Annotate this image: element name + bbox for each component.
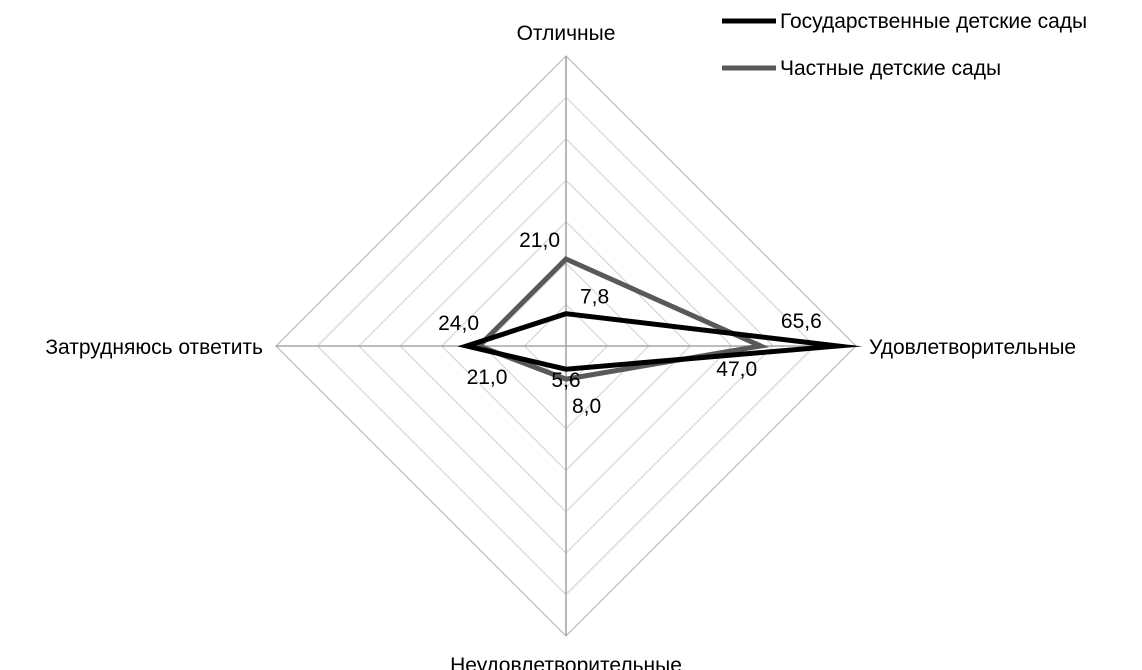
category-label: Отличные <box>517 22 616 45</box>
data-label: 8,0 <box>572 395 601 418</box>
data-label: 5,6 <box>551 369 580 392</box>
category-label: Удовлетворительные <box>869 336 1076 359</box>
radar-axes <box>276 56 856 636</box>
data-label: 24,0 <box>438 312 479 335</box>
data-label: 21,0 <box>467 366 508 389</box>
category-label: Затрудняюсь ответить <box>45 336 263 359</box>
data-label: 7,8 <box>580 286 609 309</box>
data-label: 47,0 <box>716 358 757 381</box>
series-line <box>457 311 863 372</box>
data-label: 65,6 <box>781 310 822 333</box>
legend-label: Частные детские сады <box>780 57 1001 80</box>
radar-series <box>457 256 863 382</box>
series-line <box>474 256 770 382</box>
legend-label: Государственные детские сады <box>780 10 1087 33</box>
radar-labels: Отличные Удовлетворительные Неудовлетворит… <box>45 22 1076 670</box>
category-label: Неудовлетворительные <box>450 654 682 670</box>
legend: Государственные детские сады Частные детс… <box>722 10 1087 80</box>
data-label: 21,0 <box>519 229 560 252</box>
